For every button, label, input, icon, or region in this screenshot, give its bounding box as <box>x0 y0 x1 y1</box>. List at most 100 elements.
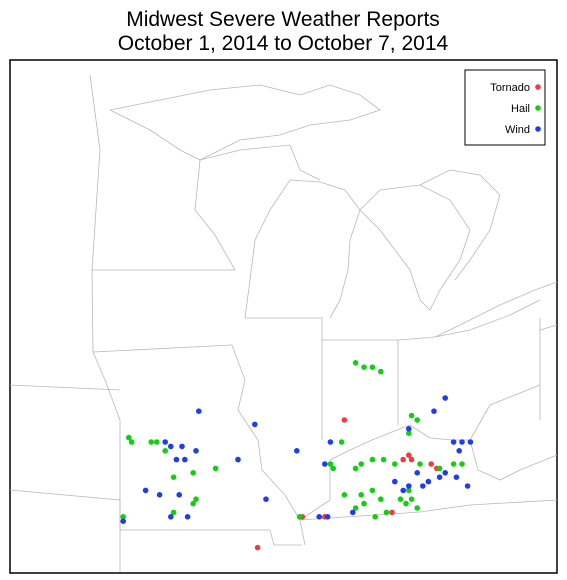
legend-label: Wind <box>505 124 530 136</box>
title: Midwest Severe Weather Reports <box>126 8 440 31</box>
report-dot <box>170 474 177 481</box>
lake-superior <box>109 84 381 161</box>
report-dot <box>431 408 437 415</box>
report-dot <box>425 478 432 485</box>
report-dot <box>184 514 191 520</box>
report-dot <box>420 483 426 489</box>
report-dot <box>170 509 177 516</box>
report-dot <box>148 439 154 445</box>
report-dot <box>296 514 303 520</box>
report-dot <box>327 439 334 445</box>
report-dot <box>400 456 407 463</box>
report-dot <box>436 474 443 481</box>
legend-label: Hail <box>511 103 530 115</box>
border <box>539 318 558 420</box>
legend-label: Tornado <box>490 82 530 94</box>
border <box>199 144 321 181</box>
report-dot <box>358 461 365 467</box>
report-dot <box>464 483 471 489</box>
report-dot <box>142 487 149 494</box>
report-dot <box>453 474 460 481</box>
border <box>89 74 235 271</box>
report-dot <box>179 443 185 450</box>
report-dot <box>182 456 188 463</box>
report-dot <box>154 439 160 445</box>
report-dot <box>361 364 367 371</box>
report-dot <box>450 461 457 467</box>
legend-marker <box>535 105 541 111</box>
subtitle: October 1, 2014 to October 7, 2014 <box>118 32 449 55</box>
report-dot <box>352 360 359 366</box>
report-dot <box>350 509 356 516</box>
report-dot <box>406 483 412 489</box>
report-dot <box>193 496 199 503</box>
report-dot <box>372 514 379 520</box>
report-dot <box>378 368 384 375</box>
report-dot <box>193 448 199 454</box>
report-dot <box>406 452 412 459</box>
report-dot <box>378 496 384 503</box>
report-dot <box>341 492 348 498</box>
report-dot <box>389 509 395 516</box>
border <box>299 499 558 521</box>
report-dot <box>358 492 365 498</box>
report-dot <box>196 408 202 415</box>
report-dot <box>190 470 196 476</box>
report-dot <box>403 500 409 507</box>
report-dot <box>406 426 412 432</box>
report-dot <box>408 496 415 503</box>
report-dot <box>352 505 359 511</box>
report-dot <box>383 509 390 516</box>
report-dot <box>168 443 174 450</box>
report-dot <box>162 439 168 445</box>
report-dot <box>369 487 376 494</box>
report-dot <box>450 439 457 445</box>
report-dot <box>252 421 258 428</box>
report-dot <box>442 395 449 401</box>
report-dot <box>316 514 323 520</box>
border <box>9 384 121 572</box>
report-dot <box>400 487 407 494</box>
report-dot <box>324 514 331 520</box>
report-dot <box>327 461 334 467</box>
report-dot <box>352 465 359 472</box>
report-dot <box>162 448 168 454</box>
report-dot <box>190 500 196 507</box>
report-dot <box>120 514 126 520</box>
report-dot <box>254 544 261 551</box>
report-dot <box>369 364 376 371</box>
border <box>299 384 541 521</box>
report-dot <box>263 496 269 503</box>
legend-box <box>464 69 546 146</box>
report-dot <box>361 500 367 507</box>
report-dot <box>406 487 412 494</box>
report-dot <box>414 470 421 476</box>
report-dot <box>341 417 348 423</box>
report-dot <box>456 448 463 454</box>
legend-marker <box>535 126 541 132</box>
report-dot <box>128 439 135 445</box>
report-dot <box>235 456 241 463</box>
report-dot <box>338 439 345 445</box>
lake-huron <box>419 169 501 281</box>
report-dot <box>392 478 398 485</box>
report-dot <box>126 434 132 441</box>
report-dot <box>176 492 182 498</box>
report-dot <box>212 465 219 472</box>
lake-erie <box>434 281 558 338</box>
lake-michigan <box>244 179 361 319</box>
legend-marker <box>535 84 541 90</box>
border <box>469 439 558 481</box>
report-dot <box>414 505 421 511</box>
report-dot <box>294 448 300 454</box>
report-dot <box>330 465 337 472</box>
report-dot <box>406 430 412 437</box>
report-dot <box>459 461 465 467</box>
report-dot <box>436 465 443 472</box>
report-dot <box>397 496 404 503</box>
report-dot <box>408 412 415 419</box>
report-dot <box>322 461 328 467</box>
border <box>245 317 436 440</box>
report-dot <box>459 439 465 445</box>
